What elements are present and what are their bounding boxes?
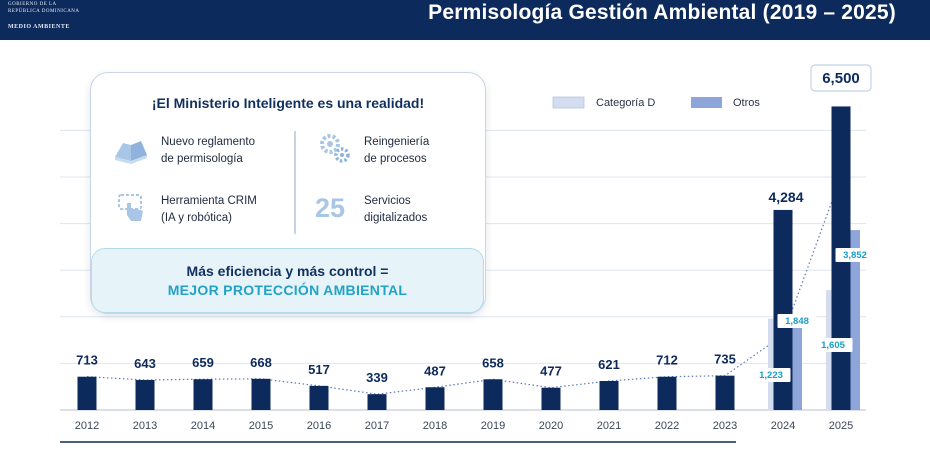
- feature-reglamento: Nuevo reglamento de permisología: [161, 136, 255, 165]
- x-tick-label-2020: 2020: [539, 420, 563, 432]
- bar-total-2014: [193, 379, 213, 410]
- data-label-otros-2024-box: [777, 314, 817, 328]
- x-tick-label-2019: 2019: [481, 420, 505, 432]
- bar-total-2023: [715, 375, 735, 410]
- callout-line-1: Más eficiencia y más control =: [186, 263, 389, 279]
- logo-line-2: REPÚBLICA DOMINICANA: [8, 9, 80, 14]
- bar-otros-2024: [792, 323, 802, 410]
- feature-reingenieria: Reingeniería de procesos: [364, 136, 430, 165]
- data-label-total-2013: 643: [134, 356, 156, 371]
- bar-total-2018: [425, 387, 445, 410]
- card-callout: Más eficiencia y más control = MEJOR PRO…: [91, 248, 484, 313]
- data-label-total-2014: 659: [192, 355, 214, 370]
- bar-total-2013: [135, 379, 155, 410]
- data-label-total-2017: 339: [366, 370, 388, 385]
- data-label-total-2016: 517: [308, 362, 330, 377]
- services-count: 25: [315, 193, 346, 223]
- x-tick-label-2023: 2023: [713, 420, 737, 432]
- legend-swatch-categoria-d: [552, 96, 585, 109]
- bar-total-2017: [367, 394, 387, 410]
- header-bar: GOBIERNO DE LA REPÚBLICA DOMINICANA MEDI…: [0, 0, 930, 40]
- bar-total-2022: [657, 376, 677, 410]
- card-title: ¡El Ministerio Inteligente es una realid…: [151, 95, 425, 111]
- legend: Categoría D Otros: [552, 96, 760, 109]
- bar-total-2021: [599, 380, 619, 410]
- callout-line-2: MEJOR PROTECCIÓN AMBIENTAL: [167, 282, 408, 298]
- bar-total-2020: [541, 387, 561, 410]
- book-icon: [113, 135, 149, 165]
- x-tick-label-2024: 2024: [771, 420, 795, 432]
- legend-label-categoria-d: Categoría D: [596, 97, 655, 109]
- data-label-total-2023: 735: [714, 352, 736, 367]
- page-title: Permisología Gestión Ambiental (2019 – 2…: [428, 1, 896, 24]
- data-label-otros-2024: 1,848: [785, 316, 809, 327]
- x-tick-label-2021: 2021: [597, 420, 621, 432]
- logo-line-4: MEDIO AMBIENTE: [8, 24, 70, 30]
- data-label-total-2015: 668: [250, 355, 272, 370]
- feature-servicios: Servicios digitalizados: [364, 195, 428, 224]
- legend-label-otros: Otros: [733, 97, 760, 109]
- data-label-categoria-d-2024-box: [751, 368, 791, 382]
- data-label-otros-2025-box: [835, 248, 875, 262]
- card-divider: [294, 131, 296, 234]
- x-tick-label-2012: 2012: [75, 420, 99, 432]
- x-tick-label-2014: 2014: [191, 420, 215, 432]
- data-label-total-2018: 487: [424, 363, 446, 378]
- x-tick-label-2025: 2025: [829, 420, 853, 432]
- data-label-categoria-d-2024: 1,223: [759, 370, 783, 381]
- data-label-total-2019: 658: [482, 355, 504, 370]
- robot-hand-icon: [115, 193, 151, 223]
- label-layer: 2012 713 2013 643 2014 659 2015 668 2016 517 2017 3…: [75, 64, 875, 432]
- total-2025-box: [810, 64, 872, 92]
- x-tick-label-2022: 2022: [655, 420, 679, 432]
- ministry-info-card: ¡El Ministerio Inteligente es una realid…: [90, 72, 486, 314]
- data-label-total-2025: 6,500: [822, 70, 860, 87]
- logo-line-1: GOBIERNO DE LA: [8, 2, 57, 7]
- bar-total-2024: [773, 209, 793, 410]
- gears-icon: [317, 131, 353, 163]
- data-label-categoria-d-2025: 1,605: [821, 340, 845, 351]
- bar-total-2019: [483, 379, 503, 410]
- legend-swatch-otros: [691, 97, 722, 108]
- data-label-total-2012: 713: [76, 353, 98, 368]
- data-label-total-2020: 477: [540, 364, 562, 379]
- bar-total-2015: [251, 378, 271, 410]
- x-tick-label-2018: 2018: [423, 420, 447, 432]
- x-tick-label-2017: 2017: [365, 420, 389, 432]
- data-label-total-2021: 621: [598, 357, 620, 372]
- data-label-otros-2025: 3,852: [843, 250, 867, 261]
- ministry-logo: GOBIERNO DE LA REPÚBLICA DOMINICANA MEDI…: [8, 2, 128, 36]
- data-label-categoria-d-2025-box: [813, 338, 853, 352]
- bar-otros-2025: [850, 230, 860, 410]
- bar-total-2012: [77, 376, 97, 410]
- data-label-total-2024: 4,284: [768, 189, 803, 205]
- x-tick-label-2016: 2016: [307, 420, 331, 432]
- data-label-total-2022: 712: [656, 353, 678, 368]
- x-tick-label-2013: 2013: [133, 420, 157, 432]
- bar-total-2016: [309, 385, 329, 410]
- x-tick-label-2015: 2015: [249, 420, 273, 432]
- feature-crim: Herramienta CRIM (IA y robótica): [161, 195, 257, 224]
